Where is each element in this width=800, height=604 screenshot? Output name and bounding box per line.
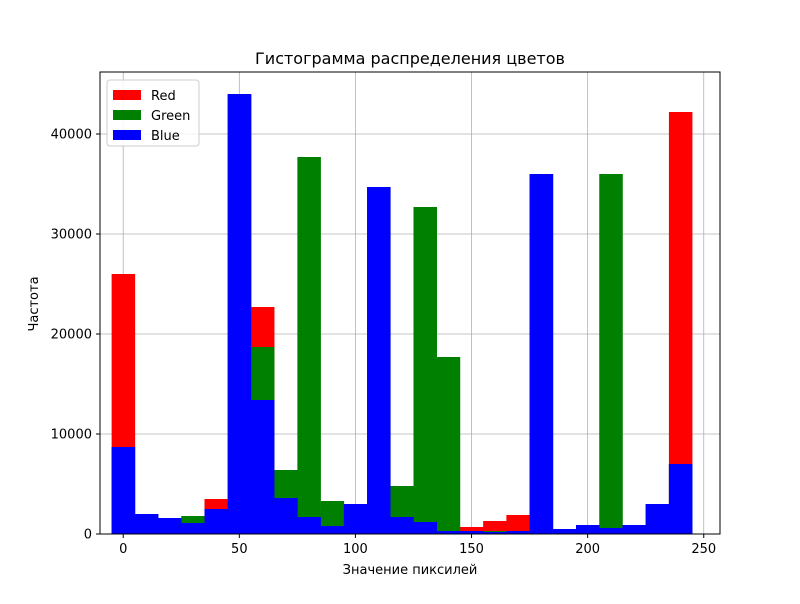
- axes-frame: [99, 71, 721, 535]
- bar-blue-0: [111, 447, 136, 534]
- bar-red-16: [483, 521, 507, 534]
- bar-blue-4: [204, 509, 229, 534]
- x-tick-label: 0: [119, 542, 127, 557]
- legend-label-blue: Blue: [151, 129, 180, 144]
- x-tick-label: 250: [691, 542, 716, 557]
- bar-blue-8: [297, 517, 321, 534]
- bar-blue-11: [367, 187, 391, 534]
- bar-blue-18: [529, 174, 554, 534]
- bar-blue-13: [413, 522, 438, 534]
- bar-blue-6: [250, 400, 275, 534]
- bar-red-17: [506, 515, 530, 534]
- bar-blue-20: [576, 525, 600, 534]
- bar-blue-10: [343, 504, 368, 534]
- bar-red-24: [668, 112, 693, 534]
- bar-green-21: [599, 174, 623, 534]
- legend: Red Green Blue: [106, 79, 200, 147]
- legend-label-green: Green: [151, 109, 190, 124]
- bar-blue-14: [436, 531, 461, 534]
- bar-blue-15: [459, 531, 484, 534]
- x-tick-label: 100: [343, 542, 368, 557]
- legend-swatch-green: [113, 110, 141, 120]
- x-axis-label: Значение пиксилей: [343, 563, 478, 578]
- histogram-bars: [111, 94, 693, 534]
- bar-blue-23: [645, 504, 670, 534]
- y-tick-label: 30000: [51, 228, 92, 243]
- legend-swatch-blue: [113, 130, 141, 140]
- bar-blue-19: [552, 529, 577, 534]
- bar-blue-3: [181, 523, 205, 534]
- bar-green-9: [320, 501, 345, 534]
- legend-label-red: Red: [151, 89, 176, 104]
- y-tick-label: 20000: [51, 328, 92, 343]
- legend-swatch-red: [113, 90, 141, 100]
- bar-red-15: [459, 527, 484, 534]
- bar-blue-17: [506, 531, 530, 534]
- x-tick-label: 50: [231, 542, 248, 557]
- bar-blue-2: [158, 518, 182, 534]
- bar-blue-7: [274, 498, 298, 534]
- bar-green-13: [413, 207, 438, 534]
- axes: [99, 71, 721, 535]
- bar-blue-24: [668, 464, 693, 534]
- bar-blue-22: [622, 525, 646, 534]
- chart-title: Гистограмма распределения цветов: [255, 49, 565, 68]
- bar-blue-16: [483, 532, 507, 534]
- bar-green-14: [436, 357, 461, 534]
- bar-blue-5: [227, 94, 252, 534]
- y-tick-label: 10000: [51, 428, 92, 443]
- y-tick-label: 40000: [51, 128, 92, 143]
- ticks: 0 50 100 150 200 250 0 10000 20000 30000 40000: [51, 128, 717, 558]
- bar-blue-21: [599, 528, 623, 534]
- x-tick-label: 150: [459, 542, 484, 557]
- y-tick-label: 0: [84, 528, 92, 543]
- bar-green-8: [297, 157, 321, 534]
- y-axis-label: Частота: [27, 276, 42, 331]
- bar-blue-9: [320, 526, 345, 534]
- bar-blue-1: [134, 514, 159, 534]
- bar-blue-12: [390, 517, 414, 534]
- x-tick-label: 200: [575, 542, 600, 557]
